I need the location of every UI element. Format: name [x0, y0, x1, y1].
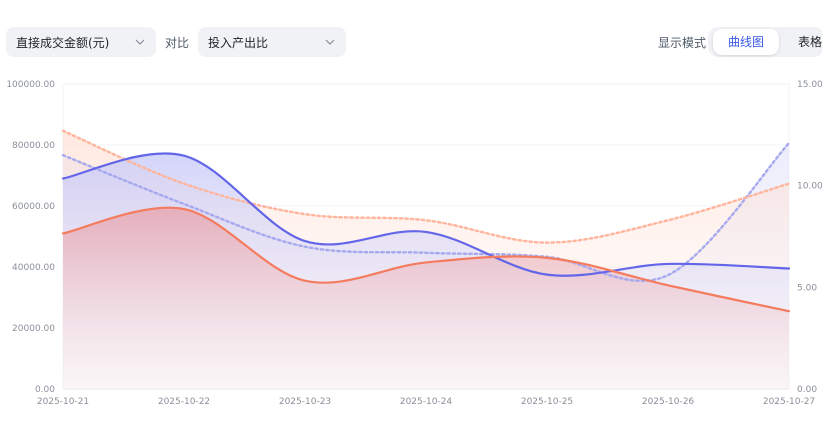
data-point[interactable]	[60, 128, 66, 134]
data-point[interactable]	[181, 201, 187, 207]
data-point[interactable]	[60, 230, 66, 236]
x-tick-label: 2025-10-26	[642, 397, 695, 407]
mode-option-line-chart[interactable]: 曲线图	[713, 29, 779, 55]
axis-labels: 0.00 20000.00 40000.00 60000.00 80000.00 1000…	[6, 80, 822, 407]
series-line-2[interactable]	[61, 129, 791, 244]
compare-select[interactable]: 投入产出比	[198, 27, 346, 57]
y-left-tick-label: 60000.00	[12, 202, 55, 212]
data-point[interactable]	[786, 308, 792, 314]
data-point[interactable]	[665, 282, 671, 288]
data-point[interactable]	[181, 153, 187, 159]
data-point[interactable]	[302, 238, 308, 244]
data-point[interactable]	[302, 278, 308, 284]
compare-label: 对比	[165, 36, 190, 50]
display-mode-label: 显示模式	[658, 36, 707, 50]
data-point[interactable]	[423, 250, 429, 256]
series-line-0[interactable]	[61, 206, 791, 313]
y-left-tick-label: 100000.00	[6, 80, 55, 90]
series-areas	[63, 130, 789, 389]
data-point[interactable]	[544, 240, 550, 246]
y-left-tick-label: 80000.00	[12, 141, 55, 151]
series-line-3[interactable]	[61, 141, 791, 283]
y-right-tick-label: 0.00	[797, 385, 817, 395]
data-point[interactable]	[665, 272, 671, 278]
data-point[interactable]	[786, 266, 792, 272]
data-point[interactable]	[544, 254, 550, 260]
x-tick-label: 2025-10-22	[158, 397, 210, 407]
data-point[interactable]	[423, 259, 429, 265]
chart-toolbar: 直接成交金额(元) 对比 投入产出比 显示模式 曲线图 表格	[0, 0, 822, 84]
data-point[interactable]	[60, 176, 66, 182]
display-mode-toggle: 曲线图 表格	[708, 27, 822, 57]
y-left-tick-label: 20000.00	[12, 324, 55, 334]
data-point[interactable]	[302, 244, 308, 250]
metric-select-value: 直接成交金额(元)	[16, 35, 110, 50]
series-area-0	[63, 207, 789, 389]
data-point[interactable]	[60, 152, 66, 158]
x-tick-label: 2025-10-24	[400, 397, 453, 407]
chevron-down-icon	[135, 39, 145, 45]
x-tick-label: 2025-10-25	[521, 397, 573, 407]
data-point[interactable]	[665, 261, 671, 267]
y-left-tick-label: 0.00	[35, 385, 55, 395]
data-point[interactable]	[786, 181, 792, 187]
y-right-tick-label: 10.00	[797, 182, 822, 192]
data-point[interactable]	[423, 217, 429, 223]
y-right-tick-label: 5.00	[797, 283, 817, 293]
series-line-1[interactable]	[61, 152, 791, 277]
x-tick-label: 2025-10-27	[763, 397, 815, 407]
compare-select-value: 投入产出比	[208, 35, 269, 50]
y-left-tick-label: 40000.00	[12, 263, 55, 273]
mode-option-table[interactable]: 表格	[797, 35, 822, 49]
data-point[interactable]	[665, 217, 671, 223]
x-tick-label: 2025-10-21	[37, 397, 89, 407]
data-point[interactable]	[786, 140, 792, 146]
data-point[interactable]	[181, 181, 187, 187]
metric-select[interactable]: 直接成交金额(元)	[6, 27, 156, 57]
series-lines	[60, 128, 792, 314]
x-tick-label: 2025-10-23	[279, 397, 331, 407]
data-point[interactable]	[423, 229, 429, 235]
data-point[interactable]	[544, 272, 550, 278]
y-right-tick-label: 15.00	[797, 80, 822, 90]
data-point[interactable]	[302, 211, 308, 217]
chevron-down-icon	[325, 39, 335, 45]
